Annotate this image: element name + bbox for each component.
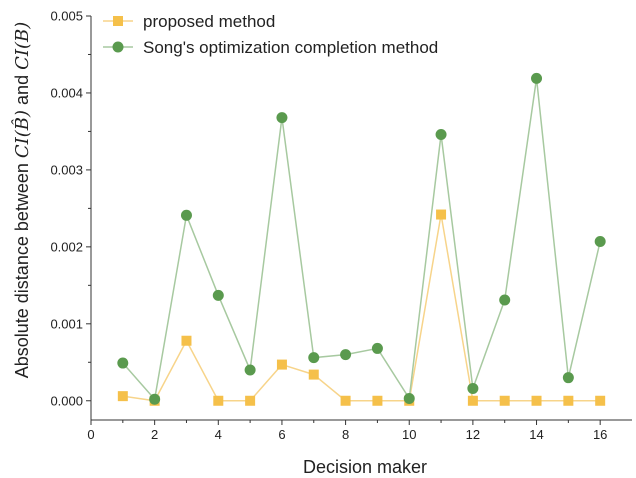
x-tick-label: 6 <box>278 427 285 442</box>
data-point <box>436 209 447 220</box>
data-point <box>117 357 129 369</box>
x-tick-label: 8 <box>342 427 349 442</box>
data-point <box>213 395 224 406</box>
legend-marker-song <box>112 41 124 53</box>
data-point <box>531 72 543 84</box>
data-point <box>276 359 287 370</box>
data-point <box>372 395 383 406</box>
data-point <box>499 294 511 306</box>
series-line <box>122 78 601 401</box>
x-tick-label: 16 <box>593 427 607 442</box>
y-tick-label: 0.002 <box>50 239 83 254</box>
data-point <box>531 395 542 406</box>
data-point <box>340 349 352 361</box>
data-point <box>149 393 161 405</box>
y-axis-title-term1: CI(B̂) <box>11 110 33 158</box>
y-tick-label: 0.000 <box>50 393 83 408</box>
x-tick-label: 4 <box>215 427 222 442</box>
data-point <box>340 395 351 406</box>
data-point <box>499 395 510 406</box>
data-point <box>308 369 319 380</box>
data-point <box>403 392 415 404</box>
x-tick-label: 2 <box>151 427 158 442</box>
y-tick-label: 0.004 <box>50 85 83 100</box>
series-1 <box>117 209 606 406</box>
y-axis-title-joiner: and <box>12 70 32 110</box>
axes: 0 2 4 6 8 10 12 14 16 0.000 0.001 0.002 0.003 0.004 0.… <box>50 9 632 442</box>
data-point <box>245 395 256 406</box>
data-point <box>563 395 574 406</box>
data-point <box>371 342 383 354</box>
x-tick-label: 14 <box>529 427 543 442</box>
data-point <box>595 395 606 406</box>
x-tick-label: 0 <box>87 427 94 442</box>
y-axis-title-term2: CI(B) <box>12 22 33 70</box>
series-line <box>122 214 601 402</box>
x-tick-label: 10 <box>402 427 416 442</box>
data-point <box>212 289 224 301</box>
x-tick-label: 12 <box>466 427 480 442</box>
series-layer <box>117 72 606 406</box>
y-tick-label: 0.003 <box>50 162 83 177</box>
legend-marker-proposed <box>113 16 123 26</box>
data-point <box>180 209 192 221</box>
data-point <box>181 335 192 346</box>
y-tick-label: 0.001 <box>50 316 83 331</box>
data-point <box>467 395 478 406</box>
data-point <box>594 235 606 247</box>
data-point <box>467 382 479 394</box>
data-point <box>244 364 256 376</box>
x-axis-title: Decision maker <box>303 457 427 477</box>
legend-label-song: Song's optimization completion method <box>143 38 438 57</box>
data-point <box>435 129 447 141</box>
series-2 <box>117 72 606 405</box>
data-point <box>308 352 320 364</box>
y-axis-title-prefix: Absolute distance between <box>12 158 32 378</box>
data-point <box>276 112 288 124</box>
legend: proposed method Song's optimization comp… <box>103 12 438 57</box>
y-axis-title: Absolute distance between CI(B̂) and CI(… <box>11 22 33 379</box>
data-point <box>562 372 574 384</box>
data-point <box>117 391 128 402</box>
y-tick-label: 0.005 <box>50 9 83 24</box>
legend-label-proposed: proposed method <box>143 12 275 31</box>
